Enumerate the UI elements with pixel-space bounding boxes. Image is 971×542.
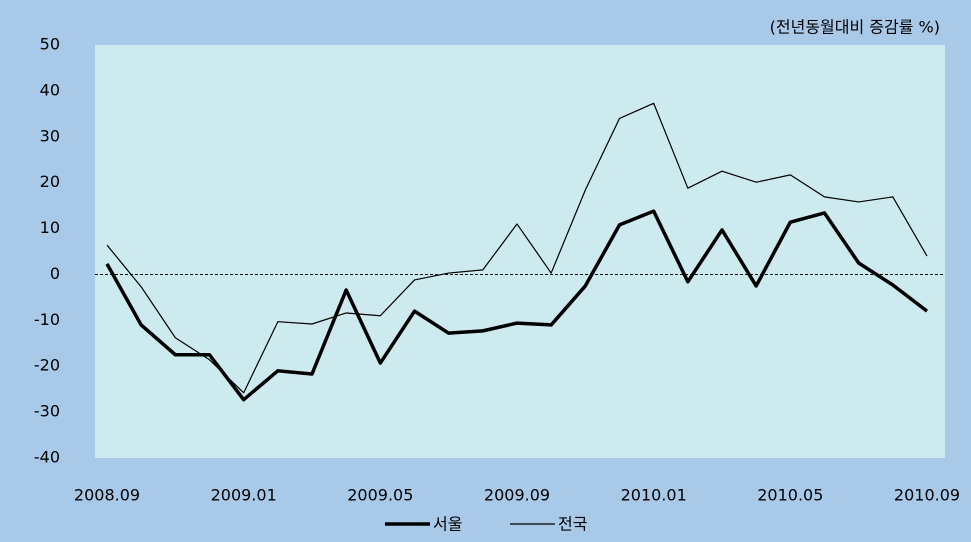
y-tick-label: -30 [34, 402, 60, 421]
x-tick-label: 2008.09 [74, 486, 140, 505]
x-tick-label: 2010.05 [757, 486, 823, 505]
x-tick-label: 2009.05 [347, 486, 413, 505]
y-tick-label: 20 [40, 172, 60, 191]
x-tick-label: 2009.09 [484, 486, 550, 505]
legend-label: 서울 [433, 515, 462, 534]
y-tick-label: 40 [40, 80, 60, 99]
y-tick-label: 10 [40, 218, 60, 237]
x-tick-label: 2010.01 [621, 486, 687, 505]
y-tick-label: -40 [34, 448, 60, 467]
y-tick-label: 30 [40, 126, 60, 145]
x-tick-label: 2009.01 [211, 486, 277, 505]
series-line [106, 102, 928, 394]
x-tick-label: 2010.09 [894, 486, 960, 505]
legend-label: 전국 [558, 515, 587, 534]
y-tick-label: -10 [34, 310, 60, 329]
y-tick-label: 0 [50, 264, 60, 283]
unit-annotation: (전년동월대비 증감률 %) [770, 18, 940, 37]
plot-area [95, 45, 945, 458]
y-tick-label: -20 [34, 356, 60, 375]
series-line [105, 209, 929, 402]
y-tick-label: 50 [40, 35, 60, 54]
